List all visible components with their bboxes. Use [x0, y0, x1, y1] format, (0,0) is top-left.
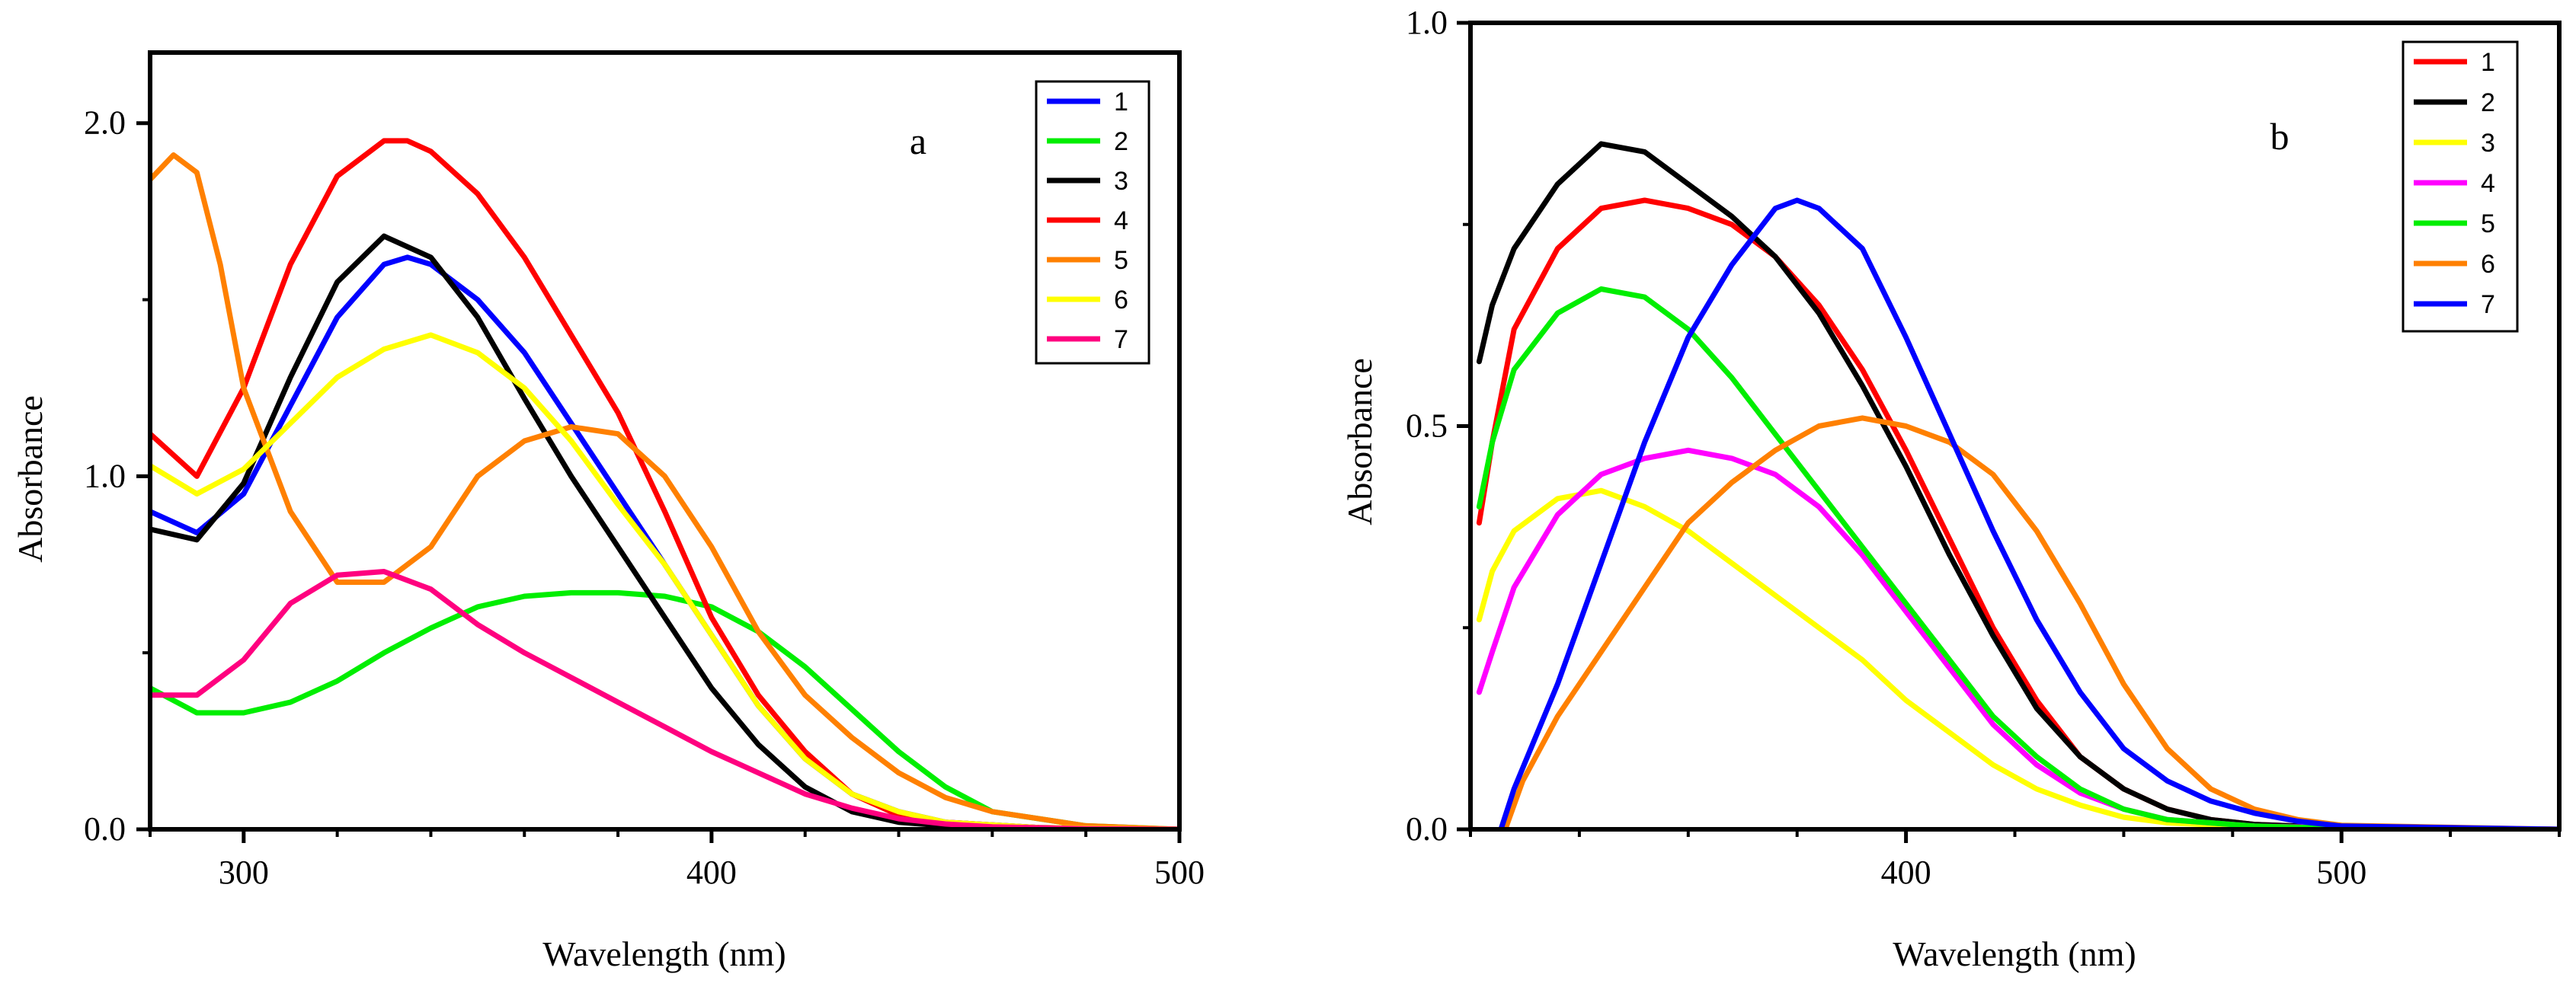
- panel-b-legend: 1 2 3 4 5 6 7: [2402, 40, 2519, 333]
- panel-a-x-tick-label: 300: [219, 854, 269, 891]
- panel-b-ticks: 400 500 0.0 0.5 1.0: [1406, 4, 2561, 891]
- panel-b-y-tick-label: 0.0: [1406, 810, 1448, 848]
- panel-b-frame: [1468, 21, 2562, 832]
- panel-b-legend-label-6: 6: [2481, 250, 2495, 279]
- panel-a-y-tick-label: 2.0: [84, 104, 126, 142]
- panel-b-x-tick-label: 500: [2316, 854, 2366, 891]
- panel-b-plot-area: [1476, 141, 2559, 829]
- panel-a-ticks: 300 400 500 0.0 1.0 2.0: [84, 104, 1205, 891]
- panel-b-y-tick-label: 1.0: [1406, 4, 1448, 41]
- panel-a-y-tick-label: 0.0: [84, 810, 126, 848]
- panel-a-x-axis-title: Wavelength (nm): [542, 934, 786, 973]
- panel-a-legend: 1 2 3 4 5 6 7: [1035, 80, 1150, 365]
- panel-a-legend-label-7: 7: [1114, 325, 1128, 354]
- panel-a-y-axis-title: Absorbance: [11, 395, 50, 563]
- panel-a-series-5-line: [150, 152, 1179, 829]
- panel-b: 400 500 0.0 0.5 1.0 Wavelength (nm) Absorban…: [1340, 4, 2562, 973]
- panel-a-legend-label-2: 2: [1114, 127, 1128, 156]
- panel-a: 300 400 500 0.0 1.0 2.0 Wavelength (nm) Absor…: [11, 50, 1205, 973]
- panel-b-x-axis-title: Wavelength (nm): [1893, 934, 2136, 973]
- panel-a-plot-area: [150, 138, 1179, 829]
- panel-b-y-tick-label: 0.5: [1406, 407, 1448, 445]
- panel-b-legend-label-5: 5: [2481, 209, 2495, 238]
- panel-a-series-6-line: [150, 332, 1179, 829]
- panel-a-series-3-line: [150, 233, 1179, 829]
- panel-b-legend-label-3: 3: [2481, 129, 2495, 158]
- panel-a-legend-label-5: 5: [1114, 246, 1128, 275]
- panel-b-legend-label-7: 7: [2481, 290, 2495, 319]
- panel-a-legend-label-4: 4: [1114, 206, 1128, 235]
- panel-a-legend-label-1: 1: [1114, 88, 1128, 117]
- panel-a-x-tick-label: 400: [686, 854, 737, 891]
- panel-b-x-tick-label: 400: [1881, 854, 1931, 891]
- panel-b-legend-label-2: 2: [2481, 88, 2495, 117]
- panel-b-series-2-line: [1476, 141, 2559, 829]
- panel-a-legend-label-3: 3: [1114, 167, 1128, 196]
- panel-a-y-tick-label: 1.0: [84, 457, 126, 494]
- panel-b-legend-box: [2402, 40, 2519, 333]
- panel-b-legend-label-1: 1: [2481, 48, 2495, 77]
- panel-a-legend-label-6: 6: [1114, 286, 1128, 315]
- panel-b-series-7-line: [1498, 197, 2559, 829]
- panel-a-x-tick-label: 500: [1154, 854, 1205, 891]
- panel-b-label: b: [2270, 115, 2290, 158]
- panel-b-series-3-line: [1476, 487, 2559, 829]
- panel-a-label: a: [910, 120, 926, 162]
- panel-a-series-2-line: [150, 589, 1179, 829]
- panel-b-legend-label-4: 4: [2481, 169, 2495, 198]
- panel-b-series-6-line: [1502, 415, 2559, 829]
- panel-a-frame: [148, 50, 1182, 832]
- panel-a-series-7-line: [150, 569, 1179, 829]
- panel-b-series-5-line: [1476, 286, 2559, 829]
- panel-b-y-axis-title: Absorbance: [1340, 358, 1379, 525]
